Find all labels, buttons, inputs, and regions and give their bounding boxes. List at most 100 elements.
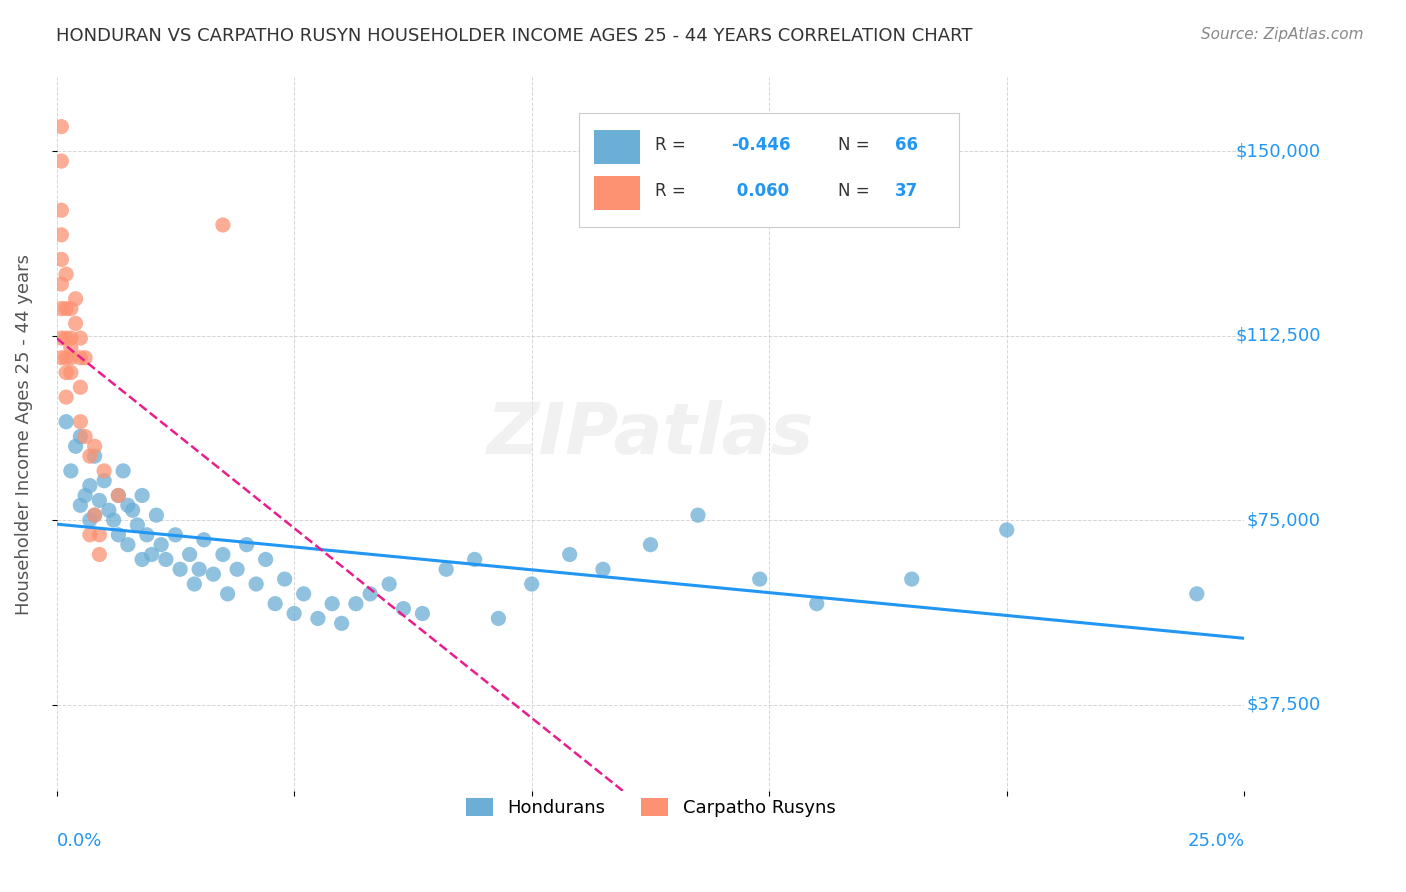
- Point: [307, 611, 329, 625]
- Point: [217, 587, 239, 601]
- Point: [75, 429, 97, 443]
- Text: $112,500: $112,500: [1236, 326, 1320, 344]
- Text: $37,500: $37,500: [1247, 696, 1320, 714]
- Point: [69, 499, 91, 513]
- Point: [292, 587, 315, 601]
- Point: [55, 301, 77, 316]
- Point: [141, 548, 163, 562]
- Point: [127, 518, 149, 533]
- Point: [79, 478, 101, 492]
- Point: [51, 351, 73, 365]
- Point: [202, 567, 225, 582]
- Point: [1185, 587, 1208, 601]
- Point: [235, 538, 257, 552]
- Point: [520, 577, 543, 591]
- Point: [188, 562, 211, 576]
- Point: [155, 552, 177, 566]
- Point: [59, 341, 82, 355]
- Text: HONDURAN VS CARPATHO RUSYN HOUSEHOLDER INCOME AGES 25 - 44 YEARS CORRELATION CHA: HONDURAN VS CARPATHO RUSYN HOUSEHOLDER I…: [56, 27, 973, 45]
- Point: [169, 562, 191, 576]
- Point: [107, 488, 129, 502]
- Point: [55, 351, 77, 365]
- Point: [69, 415, 91, 429]
- Point: [55, 366, 77, 380]
- Legend: Hondurans, Carpatho Rusyns: Hondurans, Carpatho Rusyns: [458, 790, 842, 824]
- Point: [97, 503, 120, 517]
- Point: [51, 120, 73, 134]
- Point: [264, 597, 287, 611]
- Point: [640, 538, 662, 552]
- Point: [131, 552, 153, 566]
- Point: [193, 533, 215, 547]
- Point: [55, 267, 77, 281]
- Point: [51, 154, 73, 169]
- Point: [69, 351, 91, 365]
- Point: [89, 548, 111, 562]
- Point: [165, 528, 187, 542]
- Point: [150, 538, 173, 552]
- Point: [330, 616, 353, 631]
- Point: [83, 449, 105, 463]
- Text: $75,000: $75,000: [1247, 511, 1320, 529]
- Point: [464, 552, 486, 566]
- Point: [145, 508, 167, 523]
- Point: [51, 252, 73, 267]
- Point: [107, 488, 129, 502]
- Point: [359, 587, 381, 601]
- Point: [900, 572, 922, 586]
- Point: [254, 552, 277, 566]
- Point: [59, 301, 82, 316]
- Point: [183, 577, 205, 591]
- Point: [112, 464, 135, 478]
- Point: [51, 203, 73, 218]
- Point: [65, 292, 87, 306]
- Point: [69, 429, 91, 443]
- Point: [212, 218, 235, 232]
- Point: [592, 562, 614, 576]
- Point: [226, 562, 249, 576]
- Point: [245, 577, 267, 591]
- Point: [135, 528, 157, 542]
- Point: [179, 548, 201, 562]
- Point: [273, 572, 295, 586]
- Point: [79, 449, 101, 463]
- Point: [83, 508, 105, 523]
- Text: 25.0%: 25.0%: [1187, 832, 1244, 850]
- Point: [121, 503, 143, 517]
- Point: [51, 277, 73, 291]
- Point: [117, 499, 139, 513]
- Point: [55, 331, 77, 345]
- Point: [392, 601, 415, 615]
- Point: [411, 607, 433, 621]
- Text: 0.0%: 0.0%: [56, 832, 103, 850]
- Point: [212, 548, 235, 562]
- Point: [65, 439, 87, 453]
- Point: [89, 528, 111, 542]
- Point: [107, 528, 129, 542]
- Point: [995, 523, 1018, 537]
- Point: [686, 508, 709, 523]
- Point: [344, 597, 367, 611]
- Point: [79, 528, 101, 542]
- Point: [434, 562, 457, 576]
- Point: [131, 488, 153, 502]
- Text: Source: ZipAtlas.com: Source: ZipAtlas.com: [1201, 27, 1364, 42]
- Point: [55, 415, 77, 429]
- Point: [83, 439, 105, 453]
- Point: [321, 597, 343, 611]
- Point: [55, 390, 77, 404]
- Point: [59, 366, 82, 380]
- Point: [59, 351, 82, 365]
- Point: [806, 597, 828, 611]
- Point: [93, 464, 115, 478]
- Point: [283, 607, 305, 621]
- Point: [83, 508, 105, 523]
- Point: [748, 572, 770, 586]
- Point: [69, 380, 91, 394]
- Point: [69, 331, 91, 345]
- Point: [59, 331, 82, 345]
- Point: [93, 474, 115, 488]
- Point: [51, 227, 73, 242]
- Point: [51, 331, 73, 345]
- Point: [117, 538, 139, 552]
